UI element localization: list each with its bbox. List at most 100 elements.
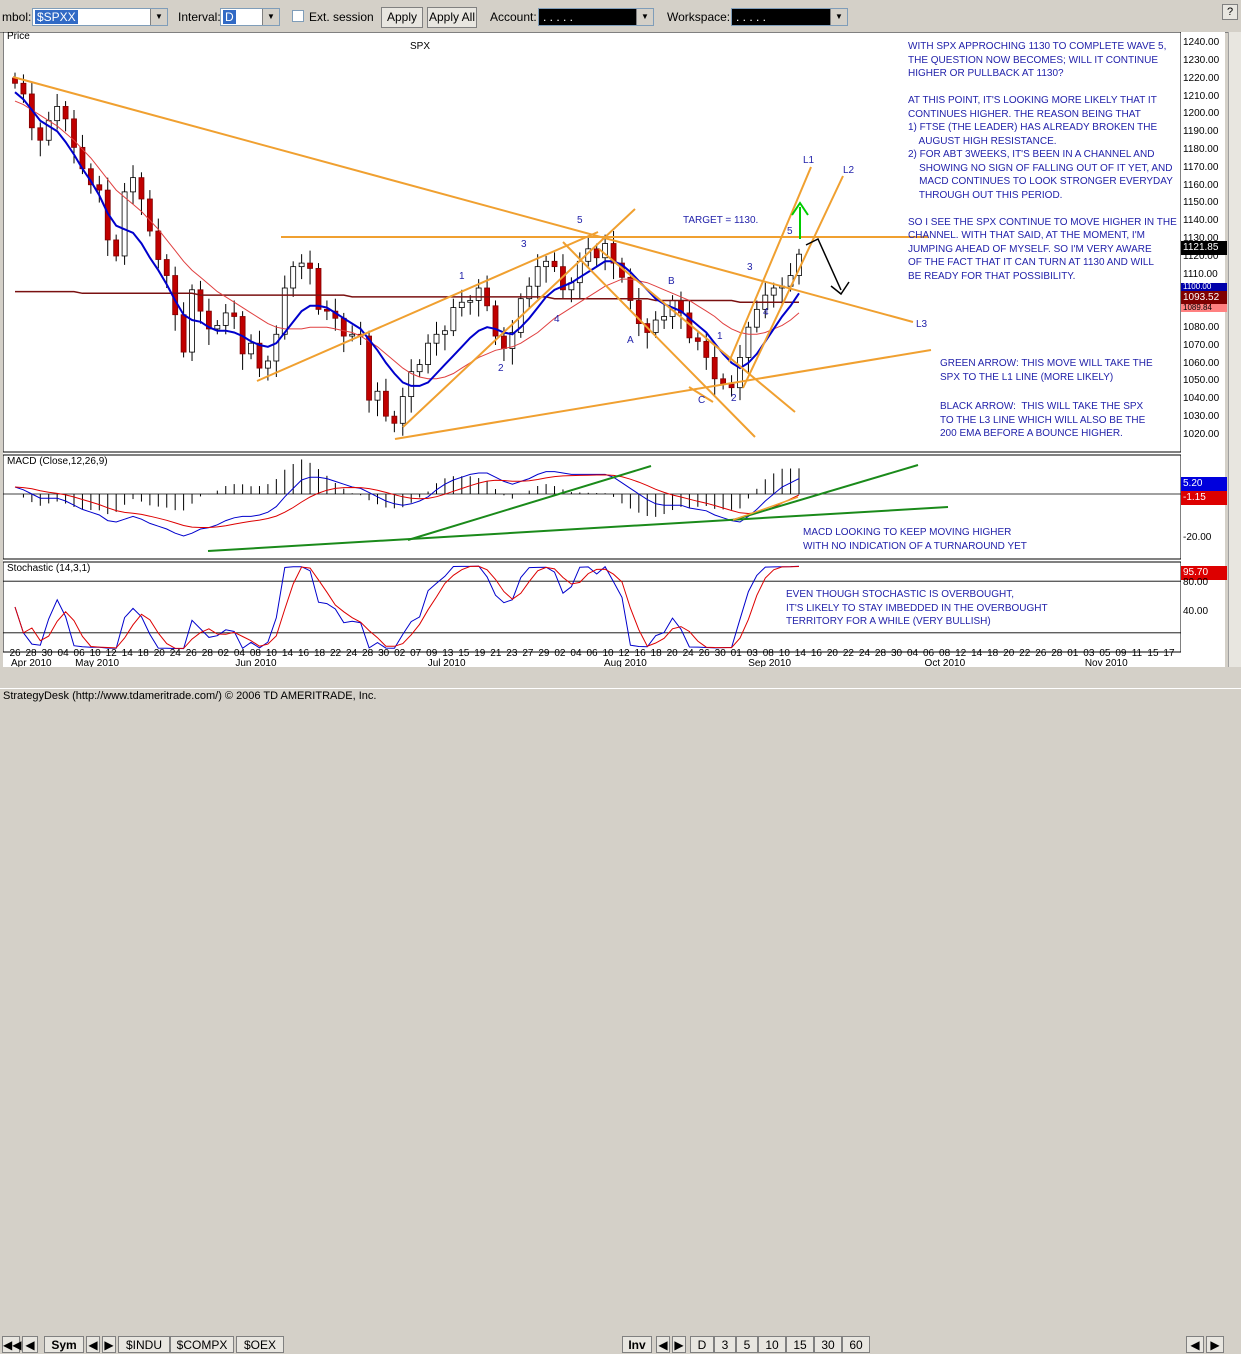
x-axis-day-label: 10	[266, 648, 278, 659]
symbol-title: SPX	[410, 41, 431, 52]
candle-body	[492, 305, 499, 337]
tab-compx[interactable]: $COMPX	[170, 1336, 234, 1353]
x-axis-day-label: 06	[923, 648, 935, 659]
chevron-down-icon[interactable]: ▼	[150, 9, 167, 25]
price-chart[interactable]: 26 28 30 04 06 10 12 14 18 20 24 26 28 02 04 08 10 14 16 18…	[3, 32, 1181, 669]
apply-button[interactable]: Apply	[381, 7, 423, 28]
last-price-tag: 1121.85	[1181, 241, 1227, 255]
x-axis-day-label: 26	[186, 648, 198, 659]
wave-label-2b: 2	[731, 393, 737, 404]
candle-body	[121, 191, 128, 257]
interval-scroll-right-icon[interactable]: ▶	[672, 1336, 686, 1353]
vertical-scrollbar[interactable]	[1228, 32, 1241, 667]
price-pane-title: Price	[7, 31, 30, 42]
candle-body	[391, 415, 398, 424]
tab-interval-30[interactable]: 30	[814, 1336, 842, 1353]
macd-orange-line	[732, 496, 799, 521]
tab-interval-d[interactable]: D	[690, 1336, 714, 1353]
tab-interval-10[interactable]: 10	[758, 1336, 786, 1353]
trendline-l2	[742, 175, 844, 389]
workspace-combo[interactable]: . . . . . ▼	[731, 8, 848, 26]
candle-body	[602, 243, 609, 259]
price-axis-tick: 1030.00	[1183, 410, 1220, 422]
symbol-combo[interactable]: $SPXX ▼	[32, 8, 168, 26]
wave-label-1b: 1	[717, 331, 723, 342]
candle-body	[711, 357, 718, 380]
x-axis-day-label: 24	[683, 648, 695, 659]
x-axis-day-label: 30	[891, 648, 903, 659]
x-axis-day-label: 22	[1019, 648, 1031, 659]
x-axis-month-label: Sep 2010	[748, 658, 791, 669]
chevron-down-icon[interactable]: ▼	[830, 9, 847, 25]
price-axis-tick: 1150.00	[1183, 197, 1219, 209]
price-axis-tick: 1060.00	[1183, 357, 1220, 369]
candle-body	[593, 248, 600, 259]
candle-body	[374, 390, 381, 401]
candle-body	[113, 239, 120, 257]
candle-body	[37, 127, 44, 141]
candle-body	[728, 383, 735, 389]
tab-oex[interactable]: $OEX	[236, 1336, 284, 1353]
x-axis-day-label: 22	[330, 648, 342, 659]
price-axis-tick: 1120.00	[1183, 250, 1219, 262]
price-axis-tick: 1140.00	[1183, 215, 1219, 227]
tab-interval-60[interactable]: 60	[842, 1336, 870, 1353]
x-axis-day-label: 01	[1067, 648, 1079, 659]
chart-area[interactable]: 26 28 30 04 06 10 12 14 18 20 24 26 28 02 04 08 10 14 16 18…	[3, 31, 1181, 669]
interval-scroll-left-icon[interactable]: ◀	[656, 1336, 670, 1353]
stochastic-tick-40: 40.00	[1183, 606, 1209, 617]
tab-indu[interactable]: $INDU	[118, 1336, 170, 1353]
x-axis-day-label: 18	[314, 648, 326, 659]
price-axis: 1240.00 1230.00 1220.00 1210.00 1200.00 1190.…	[1181, 32, 1225, 669]
line-label-l3: L3	[916, 319, 928, 330]
price-axis-tick: 1170.00	[1183, 161, 1219, 173]
first-page-icon[interactable]: ◀◀	[2, 1336, 22, 1353]
x-axis-day-label: 03	[747, 648, 759, 659]
trendlines	[12, 76, 932, 440]
candle-body	[45, 120, 52, 141]
x-axis-day-label: 08	[939, 648, 951, 659]
prev-page-icon[interactable]: ◀	[22, 1336, 38, 1353]
tab-interval-15[interactable]: 15	[786, 1336, 814, 1353]
candle-body	[526, 285, 533, 300]
chevron-down-icon[interactable]: ▼	[636, 9, 653, 25]
x-axis-day-label: 11	[1132, 648, 1143, 659]
candle-body	[307, 262, 313, 269]
tab-inv[interactable]: Inv	[622, 1336, 652, 1353]
price-axis-tick: 1050.00	[1183, 375, 1220, 387]
black-arrow	[805, 237, 842, 291]
candle-body	[315, 268, 322, 310]
scroll-left-icon[interactable]: ◀	[1186, 1336, 1204, 1353]
tab-sym[interactable]: Sym	[44, 1336, 84, 1353]
price-axis-tick: 1070.00	[1183, 339, 1220, 351]
candle-body	[433, 333, 440, 344]
chevron-down-icon[interactable]: ▼	[262, 9, 279, 25]
x-axis-day-label: 24	[346, 648, 358, 659]
toolbar: mbol: $SPXX ▼ Interval: D ▼ Ext. session…	[0, 0, 1241, 33]
stochastic-tick-80: 80.00	[1183, 577, 1209, 588]
price-axis-tick: 1110.00	[1183, 268, 1218, 280]
candle-body	[366, 335, 372, 401]
candle-body	[425, 342, 431, 365]
candle-body	[96, 184, 103, 191]
stochastic-k-line	[14, 565, 800, 650]
scroll-right-icon[interactable]: ▶	[1206, 1336, 1224, 1353]
wave-label-4: 4	[554, 314, 560, 325]
tab-interval-5[interactable]: 5	[736, 1336, 758, 1353]
account-combo[interactable]: . . . . . ▼	[538, 8, 654, 26]
interval-value: D	[223, 10, 236, 24]
apply-all-button[interactable]: Apply All	[427, 7, 477, 28]
price-pane	[3, 32, 1181, 453]
tab-interval-3[interactable]: 3	[714, 1336, 736, 1353]
x-axis-month-label: Apr 2010	[11, 658, 52, 669]
x-axis-day-label: 03	[1083, 648, 1095, 659]
tab-scroll-right-icon[interactable]: ▶	[102, 1336, 116, 1353]
x-axis-day-label: 23	[506, 648, 518, 659]
help-button[interactable]: ?	[1222, 4, 1238, 20]
tab-scroll-left-icon[interactable]: ◀	[86, 1336, 100, 1353]
wave-label-5: 5	[577, 215, 583, 226]
x-axis-day-label: 09	[426, 648, 438, 659]
interval-combo[interactable]: D ▼	[220, 8, 280, 26]
ma-red-line	[14, 100, 800, 380]
ext-session-checkbox[interactable]	[292, 10, 304, 22]
